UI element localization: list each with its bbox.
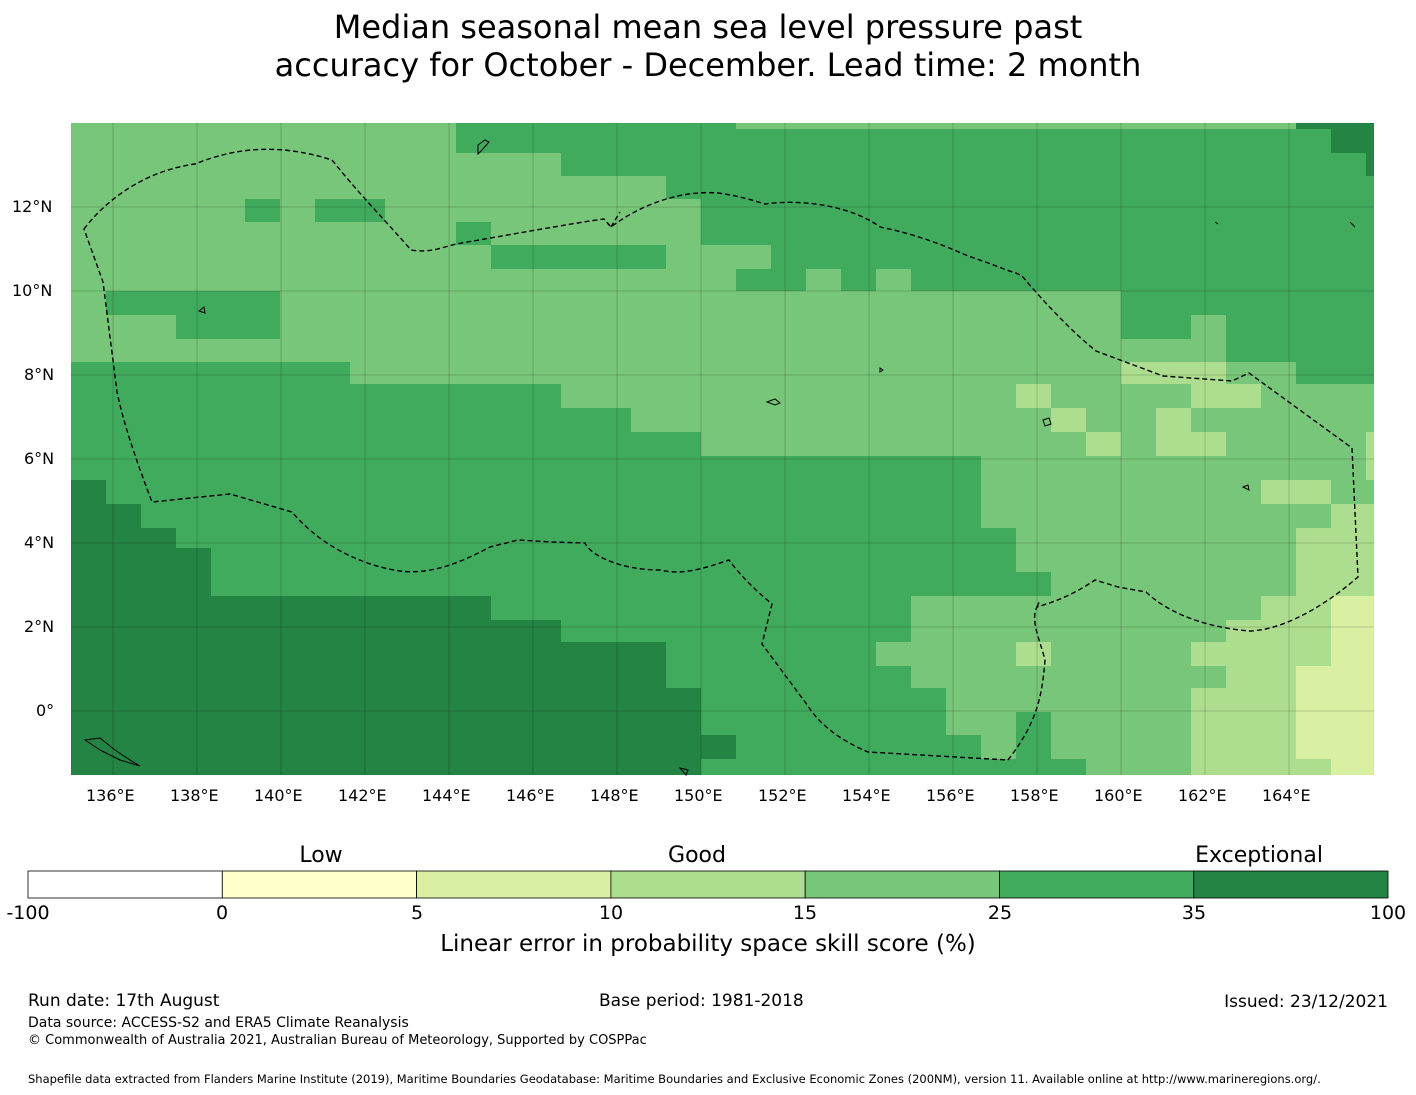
lon-label-152e: 152°E (758, 786, 807, 805)
lat-label-2n: 2°N (24, 617, 55, 636)
lon-label-156e: 156°E (926, 786, 975, 805)
colorbar-segment (1193, 870, 1389, 899)
lon-label-162e: 162°E (1178, 786, 1227, 805)
colorbar-tick: 100 (1369, 902, 1407, 924)
data-source: Data source: ACCESS-S2 and ERA5 Climate … (28, 1015, 409, 1031)
run-date: Run date: 17th August (28, 991, 220, 1011)
colorbar-segment (416, 870, 612, 899)
colorbar-segment (804, 870, 1000, 899)
legend-category-low: Low (299, 843, 343, 868)
colorbar-tick: -100 (6, 902, 50, 924)
lat-label-10n: 10°N (12, 281, 53, 300)
colorbar-tick: 35 (1181, 902, 1207, 924)
lat-label-4n: 4°N (24, 533, 55, 552)
lon-label-148e: 148°E (590, 786, 639, 805)
colorbar-segment (27, 870, 223, 899)
colorbar-title: Linear error in probability space skill … (440, 931, 976, 957)
copyright: © Commonwealth of Australia 2021, Austra… (28, 1033, 647, 1048)
lat-label-0: 0° (36, 701, 55, 720)
lon-label-164e: 164°E (1262, 786, 1311, 805)
lon-label-160e: 160°E (1094, 786, 1143, 805)
colorbar-tick: 15 (792, 902, 818, 924)
colorbar (27, 870, 1389, 899)
skill-band-15-25 (526, 123, 1374, 775)
skill-band-15-25-east (876, 548, 1296, 759)
colorbar-tick: 0 (215, 902, 229, 924)
map-frame (70, 122, 1375, 776)
lon-label-140e: 140°E (254, 786, 303, 805)
lat-label-12n: 12°N (12, 197, 53, 216)
lon-label-144e: 144°E (422, 786, 471, 805)
chart-title-line-1: Median seasonal mean sea level pressure … (333, 8, 1083, 46)
lat-label-8n: 8°N (24, 365, 55, 384)
map-gridlines (71, 123, 1374, 775)
legend-category-good: Good (668, 843, 726, 868)
lon-label-142e: 142°E (338, 786, 387, 805)
skill-band-10-15 (1016, 362, 1374, 775)
skill-band-35-100 (71, 123, 1374, 775)
legend-category-exceptional: Exceptional (1195, 843, 1323, 868)
colorbar-tick: 5 (410, 902, 424, 924)
colorbar-segment (999, 870, 1195, 899)
base-period: Base period: 1981-2018 (599, 991, 804, 1011)
lon-label-146e: 146°E (506, 786, 555, 805)
lon-label-158e: 158°E (1010, 786, 1059, 805)
colorbar-tick: 25 (987, 902, 1013, 924)
lon-label-138e: 138°E (170, 786, 219, 805)
shapefile-credit: Shapefile data extracted from Flanders M… (28, 1072, 1321, 1086)
lon-label-154e: 154°E (842, 786, 891, 805)
eez-boundary-west (83, 148, 1359, 761)
colorbar-segment (610, 870, 806, 899)
lon-label-136e: 136°E (86, 786, 135, 805)
issued-date: Issued: 23/12/2021 (1224, 992, 1388, 1012)
lon-label-150e: 150°E (674, 786, 723, 805)
lat-label-6n: 6°N (24, 449, 55, 468)
island-outlines (83, 139, 1356, 776)
colorbar-tick: 10 (598, 902, 624, 924)
colorbar-segment (221, 870, 418, 899)
skill-band-5-10 (1296, 596, 1374, 775)
chart-title-line-2: accuracy for October - December. Lead ti… (274, 46, 1142, 84)
eez-boundary-east (610, 211, 1041, 608)
